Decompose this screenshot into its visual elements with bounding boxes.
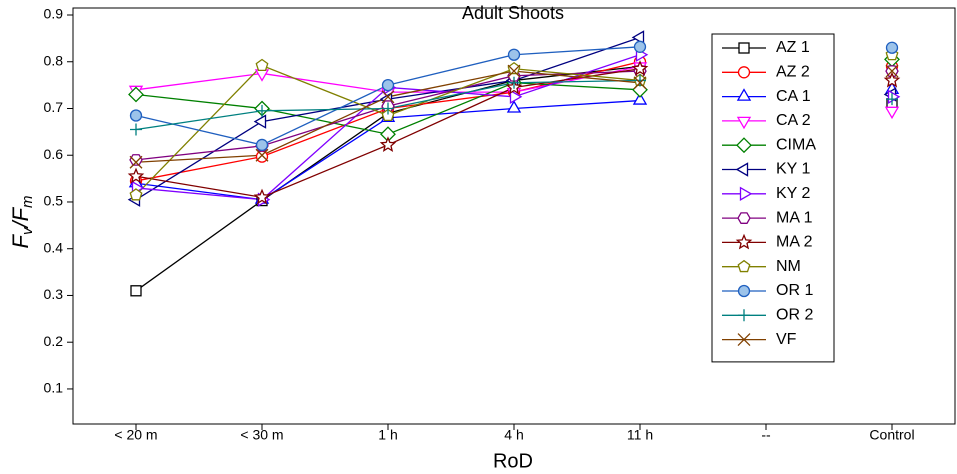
marker [885,64,899,78]
marker [736,88,752,101]
marker [509,89,523,104]
y-tick-label: 0.7 [44,99,64,115]
legend-label: AZ 1 [776,39,810,56]
x-tick-label: Control [869,427,914,443]
marker [737,284,751,298]
y-tick-label: 0.3 [44,286,64,302]
legend-label: VF [776,331,797,348]
legend-box [711,33,835,363]
marker [506,100,522,113]
marker [381,108,395,122]
y-axis-label: Fv/Fm [8,195,36,248]
marker [381,90,395,104]
marker [255,58,269,71]
legend-label: OR 1 [776,282,813,299]
x-tick-label: -- [761,427,771,443]
marker [738,309,750,322]
marker [130,285,142,297]
y-tick-label: 0.4 [44,239,64,255]
marker [883,71,901,88]
y-label-part: F [8,234,33,249]
marker [382,102,394,115]
y-label-part: /F [8,206,33,229]
y-tick-label: 0.6 [44,146,64,162]
marker [737,333,751,347]
y-tick-label: 0.8 [44,52,64,68]
marker [631,30,645,45]
marker [887,89,901,104]
marker [508,76,520,89]
marker [736,116,752,130]
legend-label: CA 1 [776,88,811,105]
y-tick-label: 0.5 [44,193,64,209]
legend-label: AZ 2 [776,64,810,81]
marker [738,42,750,54]
marker [254,69,270,82]
marker [884,106,900,120]
marker [255,150,269,163]
marker [253,188,271,205]
legend-label: CA 2 [776,112,811,129]
y-label-sub: v [19,226,36,235]
marker [255,138,269,152]
marker [129,154,143,166]
marker [129,109,143,122]
marker [631,60,649,76]
marker [253,114,267,129]
legend-label: KY 2 [776,185,811,202]
marker [634,74,646,87]
marker [886,93,898,106]
x-tick-label: 4 h [504,427,523,443]
marker [737,212,751,224]
marker [739,186,753,201]
legend-label: NM [776,258,801,275]
marker [256,104,268,117]
marker [735,162,749,177]
marker [127,167,145,184]
marker [129,155,143,169]
y-tick-label: 0.9 [44,6,64,22]
marker [737,259,751,273]
marker [130,123,142,136]
marker [128,86,144,103]
x-tick-label: < 20 m [114,427,157,443]
y-tick-label: 0.2 [44,333,64,349]
marker [736,137,752,154]
marker [255,148,269,162]
x-tick-label: 1 h [378,427,397,443]
marker [507,48,521,61]
legend-label: MA 2 [776,234,813,251]
marker [507,64,521,78]
marker [632,92,648,105]
marker [129,188,143,201]
legend: AZ 1 AZ 2 CA 1 CA 2 CIMA KY 1 KY 2 MA 1 MA 2 NM OR… [711,33,835,363]
x-tick-label: 11 h [627,427,653,443]
marker [737,66,751,79]
legend-label: MA 1 [776,209,813,226]
y-tick-label: 0.1 [44,380,64,396]
marker [633,76,647,90]
x-tick-label: < 30 m [240,427,283,443]
legend-label: OR 2 [776,307,813,324]
marker [735,233,753,250]
marker [381,78,395,92]
x-axis-label: RoD [493,450,533,472]
marker [885,41,899,54]
legend-label: CIMA [776,136,816,153]
chart-title: Adult Shoots [462,3,564,23]
y-label-sub: m [19,195,36,208]
marker [379,136,397,152]
marker [633,40,647,53]
legend-label: KY 1 [776,161,811,178]
